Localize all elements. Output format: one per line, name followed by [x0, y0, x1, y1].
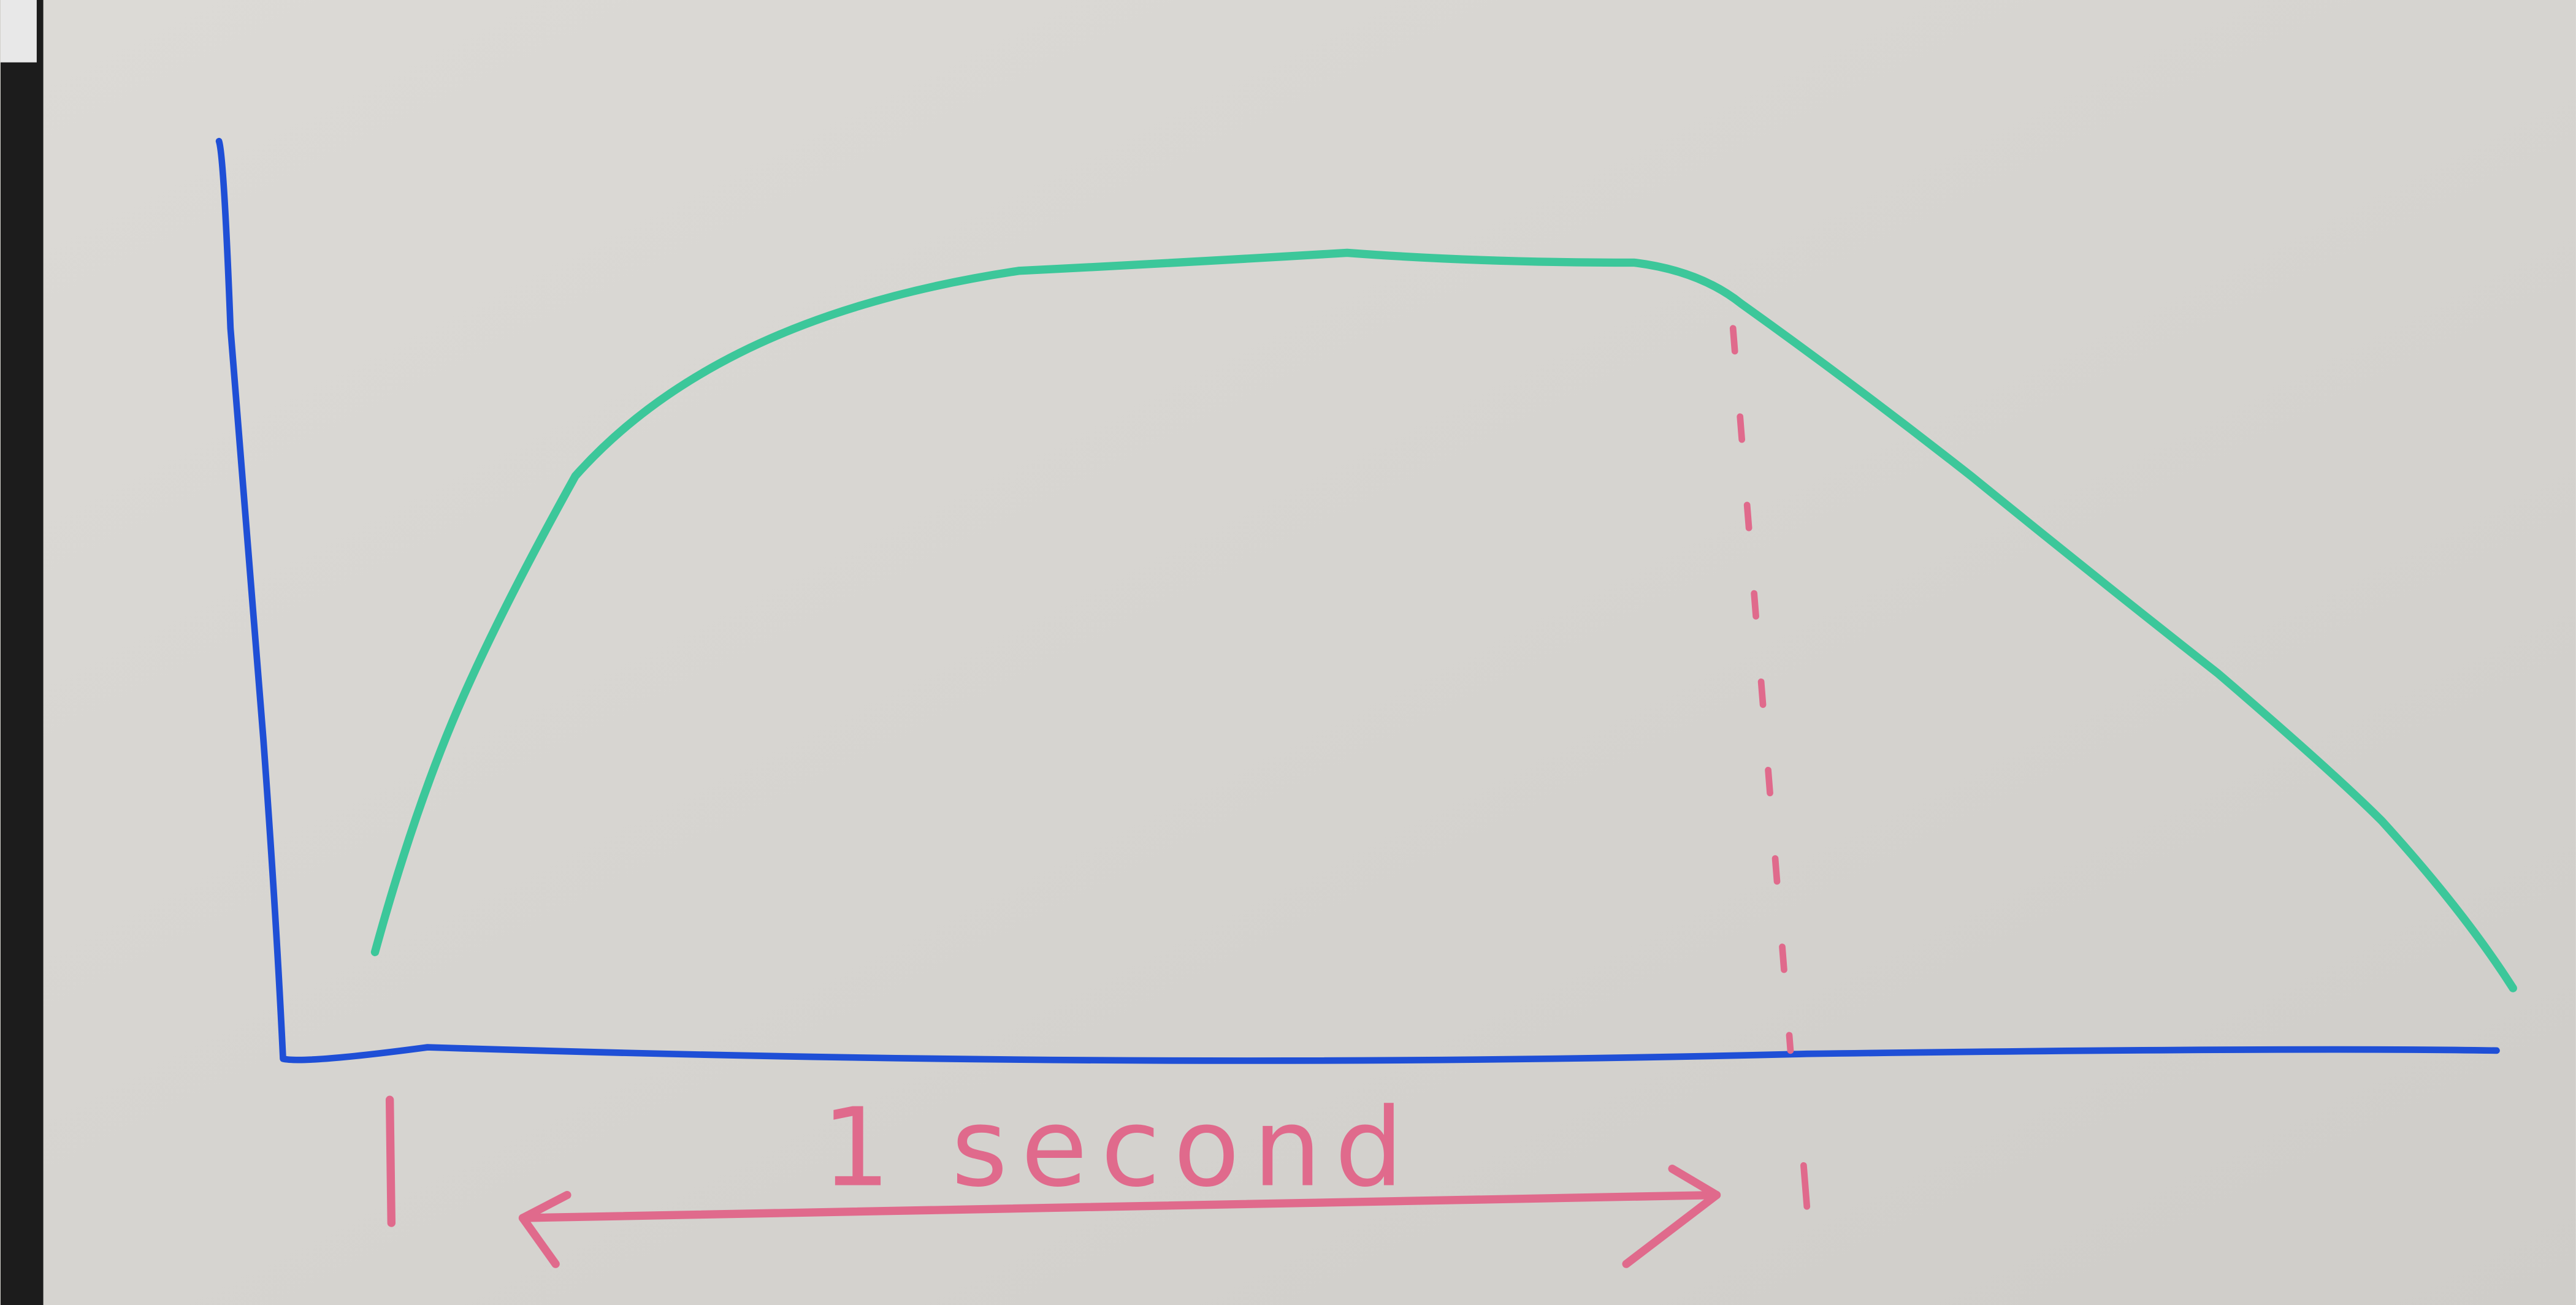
- arrow-shaft: [518, 1190, 1721, 1222]
- end-tick: [1800, 1162, 1811, 1210]
- board-corner: [0, 0, 37, 63]
- curve: [370, 248, 2517, 992]
- arrow-head-left: [518, 1190, 571, 1268]
- arrow-head-right: [1622, 1165, 1721, 1268]
- axes: [215, 137, 2500, 1064]
- dashed-marker: [1729, 325, 1794, 1054]
- board-edge: [0, 0, 44, 1305]
- annotation: 1 second: [822, 1085, 1416, 1211]
- start-tick: [385, 1095, 396, 1227]
